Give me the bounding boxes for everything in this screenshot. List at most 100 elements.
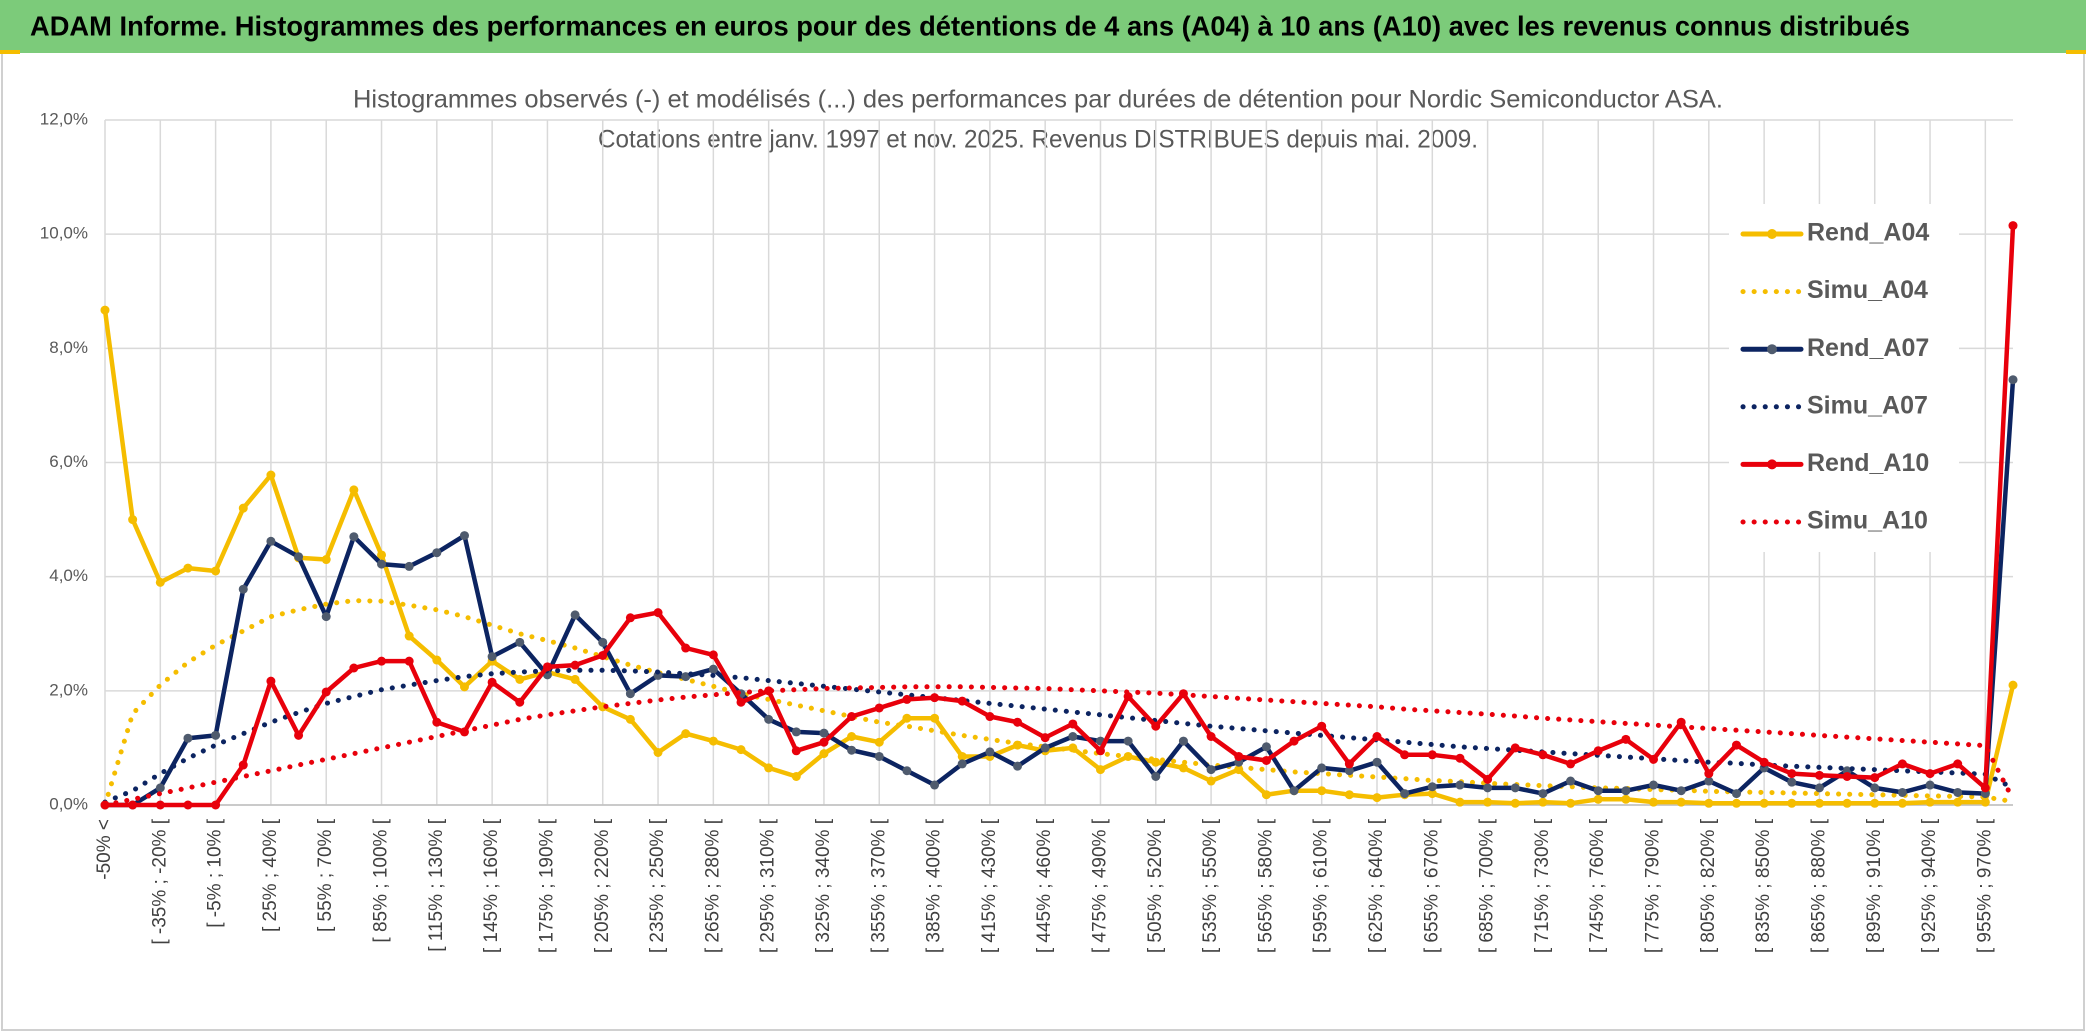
x-tick-label: [ 445% ; 460% [ [1034,818,1055,953]
point [155,577,165,587]
header-bar [0,0,2086,53]
point [1814,783,1824,793]
point [1676,786,1686,796]
point [1566,759,1576,769]
x-tick-label: [ 385% ; 400% [ [924,818,945,953]
point [902,766,912,776]
point [1095,765,1105,775]
point [930,713,940,723]
point [653,608,663,618]
point [902,713,912,723]
point [515,697,525,707]
corner [0,50,20,54]
point [1510,783,1520,793]
point [266,676,276,686]
point [1317,721,1327,731]
point [1013,761,1023,771]
point [238,503,248,513]
point [1980,783,1990,793]
x-tick-label: [ 535% ; 550% [ [1200,818,1221,953]
point [1095,746,1105,756]
point [1842,771,1852,781]
point [1704,776,1714,786]
point [1317,786,1327,796]
point [2008,375,2018,385]
point [1400,789,1410,799]
corner [2066,50,2086,54]
x-tick-label: [ 655% ; 670% [ [1421,818,1442,953]
y-tick-label: 0,0% [49,794,88,813]
point [487,652,497,662]
point [1289,736,1299,746]
point [1372,757,1382,767]
point [155,783,165,793]
x-tick-label: [ 295% ; 310% [ [758,818,779,953]
x-tick-label: [ 895% ; 910% [ [1864,818,1885,953]
point [1068,732,1078,741]
point [1593,746,1603,756]
x-tick-label: [ 595% ; 610% [ [1311,818,1332,953]
point [1151,721,1161,731]
point [1897,798,1907,808]
point [211,730,221,740]
point [238,760,248,770]
point [1787,798,1797,808]
x-tick-label: [ 205% ; 220% [ [592,818,613,953]
point [238,584,248,594]
x-tick-label: -50% < [94,819,115,880]
point [1261,755,1271,765]
point [1676,717,1686,727]
point [819,728,829,738]
point [1483,783,1493,793]
point [1842,798,1852,808]
point [708,650,718,660]
point [487,677,497,687]
x-tick-label: [ 745% ; 760% [ [1587,818,1608,953]
x-tick-label: [ 865% ; 880% [ [1808,818,1829,953]
plot: Histogrammes observés (-) et modélisés (… [40,86,2018,953]
point [736,697,746,707]
legend-label: Rend_A04 [1807,219,1929,247]
y-tick-label: 2,0% [49,680,88,699]
point [1676,797,1686,807]
x-tick-label: [ 145% ; 160% [ [481,818,502,953]
x-tick-label: [ 265% ; 280% [ [702,818,723,953]
chart-title: Cotations entre janv. 1997 et nov. 2025.… [598,126,1478,154]
point [570,660,580,670]
x-tick-label: [ 925% ; 940% [ [1919,818,1940,953]
point [1787,769,1797,779]
point [1206,776,1216,786]
point [1870,773,1880,783]
point [1538,789,1548,799]
point [1455,753,1465,763]
x-tick-label: [ 565% ; 580% [ [1255,818,1276,953]
point [1704,798,1714,808]
legend-label: Rend_A07 [1807,334,1929,362]
point [625,714,635,724]
point [459,682,469,692]
x-tick-label: [ -35% ; -20% [ [149,818,170,944]
point [681,729,691,739]
model-line [102,598,2016,808]
x-tick-label: [ 835% ; 850% [ [1753,818,1774,953]
point [1178,736,1188,746]
chart-title: Histogrammes observés (-) et modélisés (… [353,86,1723,114]
point [1980,797,1990,807]
point [183,800,193,810]
point [1427,782,1437,792]
point [847,712,857,722]
legend-label: Simu_A04 [1807,276,1928,304]
point [1925,769,1935,779]
x-tick-label: [ 415% ; 430% [ [979,818,1000,953]
point [1455,780,1465,790]
x-tick-label: [ 715% ; 730% [ [1532,818,1553,953]
observed-line [102,223,2016,808]
point [736,745,746,755]
x-tick-label: [ 685% ; 700% [ [1477,818,1498,953]
legend-box [1729,204,1959,552]
point [1925,797,1935,807]
point [1925,780,1935,790]
point [542,662,552,672]
point [1151,771,1161,781]
